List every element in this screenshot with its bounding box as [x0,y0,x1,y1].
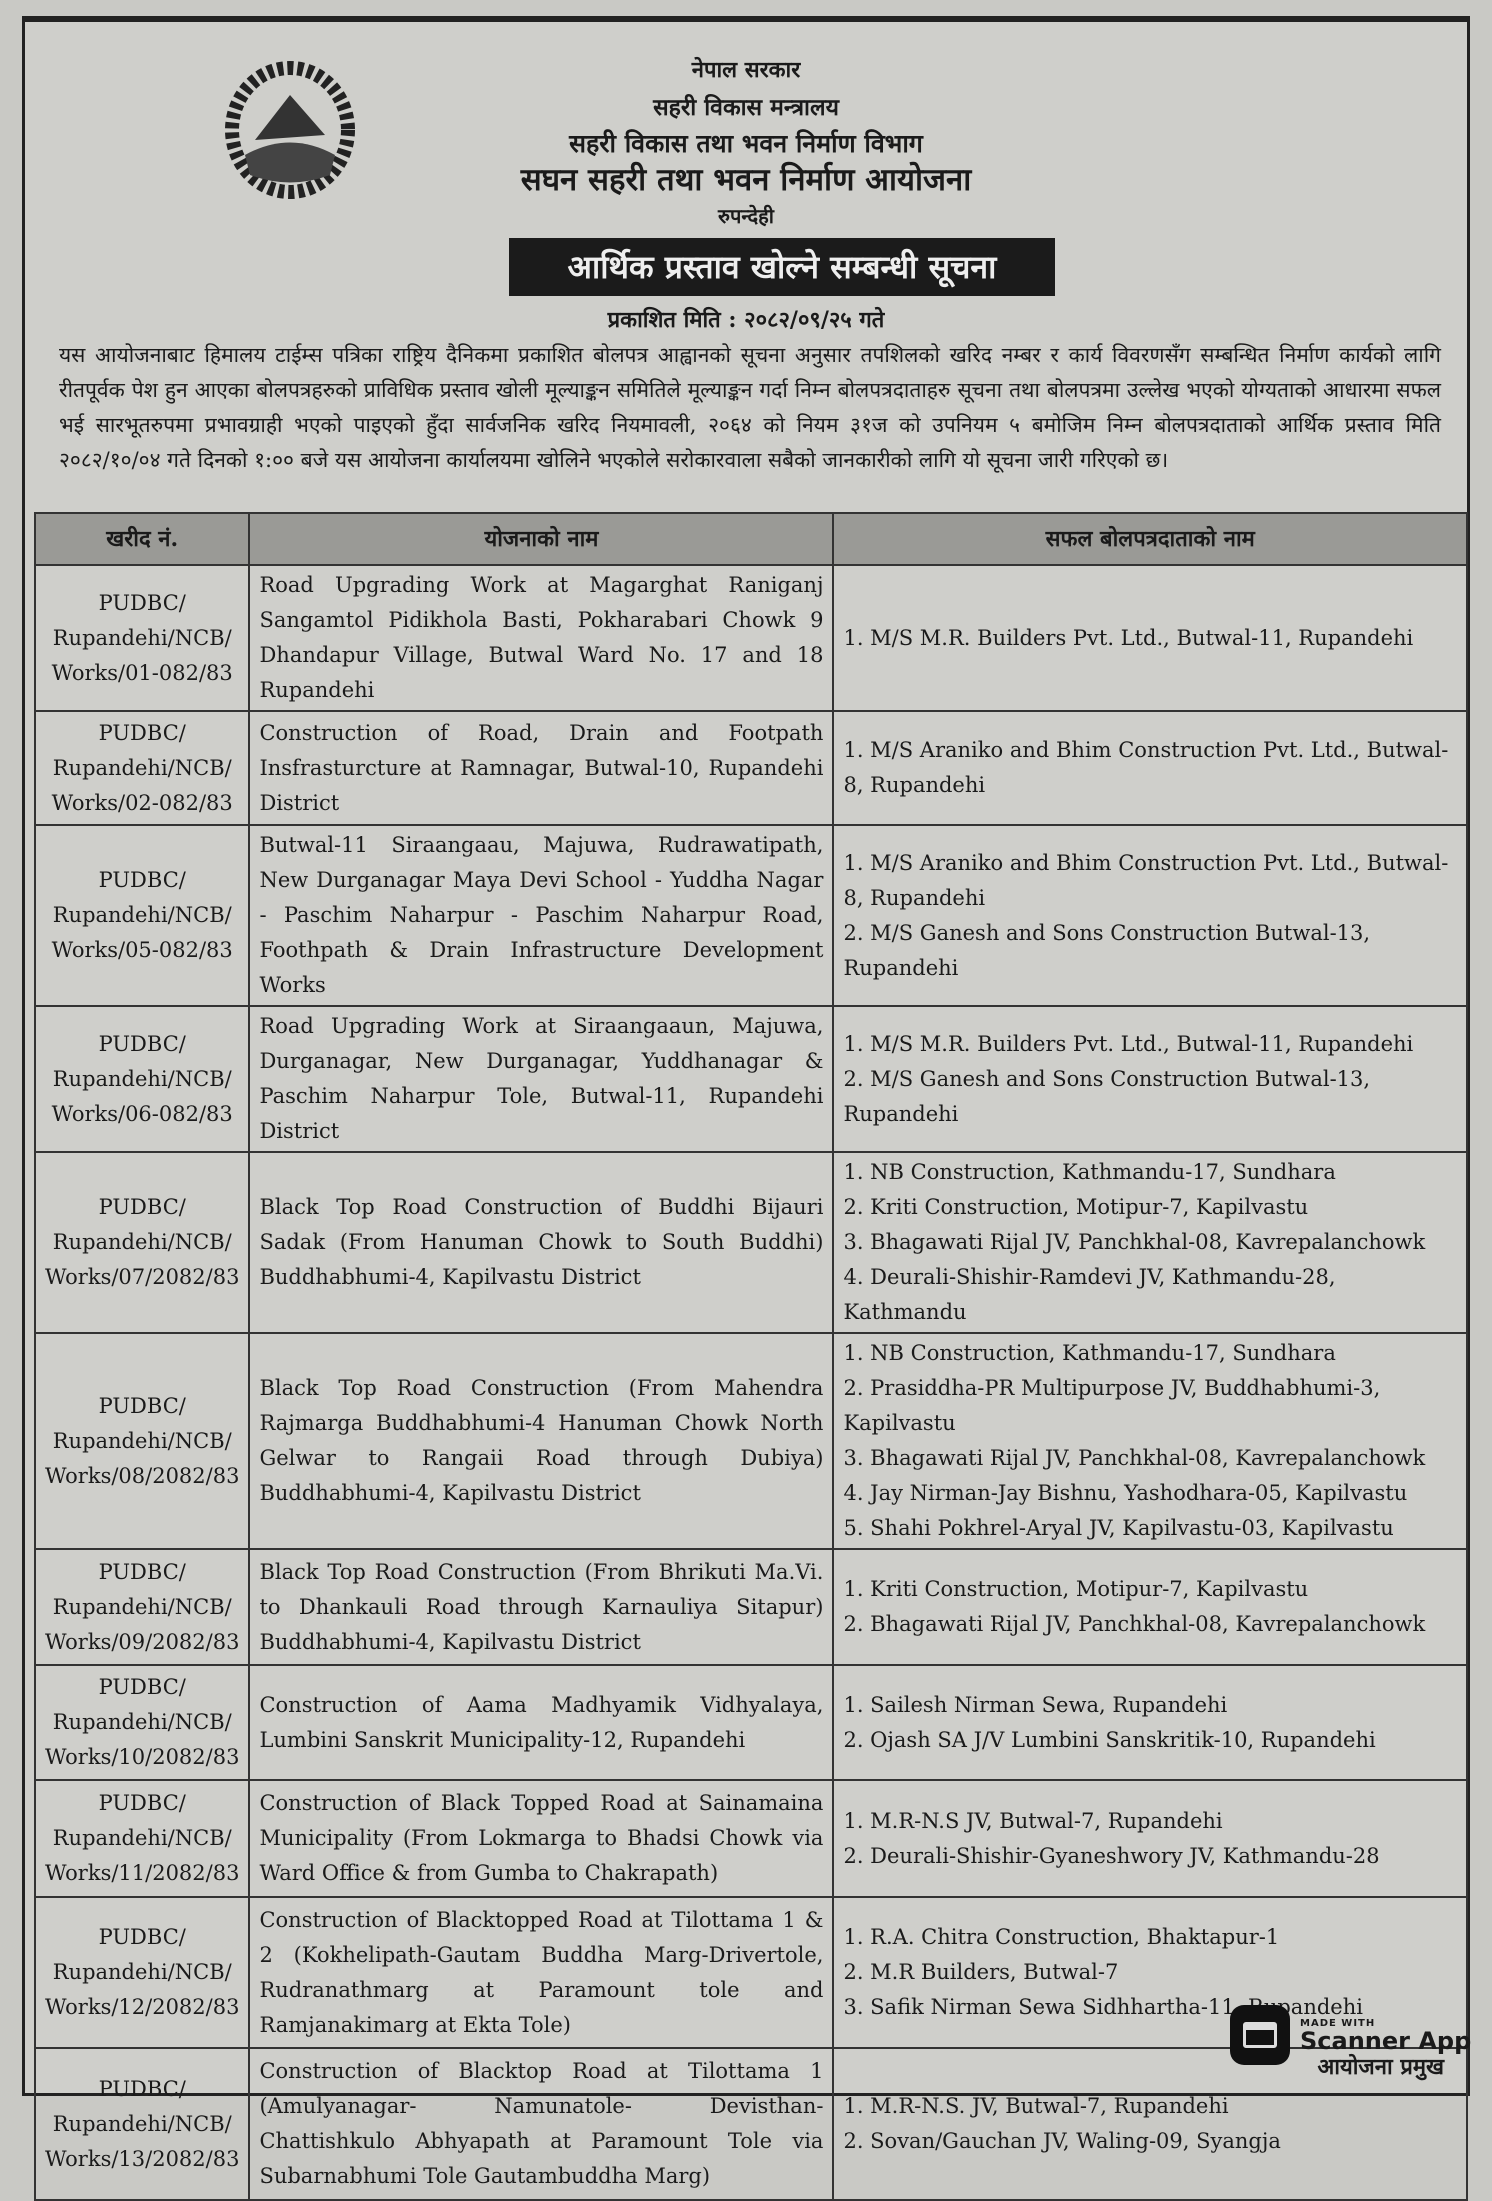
project-name: Butwal-11 Siraangaau, Majuwa, Rudrawatip… [248,824,835,1007]
table-row: PUDBC/ Rupandehi/NCB/ Works/08/2082/83 Bl… [33,1332,1468,1550]
signature-title: आयोजना प्रमुख [1317,2054,1444,2080]
table-row: PUDBC/ Rupandehi/NCB/ Works/05-082/83 But… [33,824,1468,1007]
project-name: Construction of Road, Drain and Footpath… [248,710,835,826]
project-name: Black Top Road Construction of Buddhi Bi… [248,1151,835,1334]
procurement-no: PUDBC/ Rupandehi/NCB/ Works/10/2082/83 [33,1664,251,1781]
bidder-list: 1. M/S Araniko and Bhim Construction Pvt… [832,710,1468,826]
bidder-item: 1. NB Construction, Kathmandu-17, Sundha… [843,1341,1336,1365]
bidder-item: 1. Kriti Construction, Motipur-7, Kapilv… [843,1577,1309,1601]
procurement-no: PUDBC/ Rupandehi/NCB/ Works/05-082/83 [33,824,251,1007]
scanner-app-name: Scanner App [1300,2026,1472,2055]
bidder-item: 3. Bhagawati Rijal JV, Panchkhal-08, Kav… [843,1446,1426,1470]
bidder-item: 3. Bhagawati Rijal JV, Panchkhal-08, Kav… [843,1230,1426,1254]
project-name: Road Upgrading Work at Magarghat Ranigan… [248,564,835,712]
table-row: PUDBC/ Rupandehi/NCB/ Works/09/2082/83 Bl… [33,1548,1468,1666]
procurement-no: PUDBC/ Rupandehi/NCB/ Works/01-082/83 [33,564,251,712]
scanner-icon [1230,2005,1290,2065]
bidder-item: 1. NB Construction, Kathmandu-17, Sundha… [843,1160,1336,1184]
bidder-item: 1. Sailesh Nirman Sewa, Rupandehi [843,1692,1228,1717]
bidder-list: 1. M/S M.R. Builders Pvt. Ltd., Butwal-1… [832,564,1468,712]
bidder-item: 2. Sovan/Gauchan JV, Waling-09, Syangja [843,2129,1281,2153]
table-row: PUDBC/ Rupandehi/NCB/ Works/07/2082/83 Bl… [33,1151,1468,1334]
bidder-item: 2. M/S Ganesh and Sons Construction Butw… [843,1066,1371,1126]
bidder-item: 1. M/S M.R. Builders Pvt. Ltd., Butwal-1… [843,1031,1414,1056]
header-govt: नेपाल सरकार [691,57,801,83]
bidders-table: खरीद नं. योजनाको नाम सफल बोलपत्रदाताको न… [33,512,1468,2201]
table-row: PUDBC/ Rupandehi/NCB/ Works/12/2082/83 Co… [33,1896,1468,2049]
project-name: Black Top Road Construction (From Bhriku… [248,1548,835,1666]
project-name: Construction of Blacktopped Road at Tilo… [248,1896,835,2049]
nepal-emblem-icon [225,61,355,199]
bidder-item: 1. R.A. Chitra Construction, Bhaktapur-1 [843,1925,1280,1949]
bidder-item: 4. Deurali-Shishir-Ramdevi JV, Kathmandu… [843,1265,1336,1324]
procurement-no: PUDBC/ Rupandehi/NCB/ Works/13/2082/83 [33,2047,251,2201]
table-row: PUDBC/ Rupandehi/NCB/ Works/06-082/83 Roa… [33,1005,1468,1153]
bidder-list: 1. NB Construction, Kathmandu-17, Sundha… [832,1151,1468,1334]
procurement-no: PUDBC/ Rupandehi/NCB/ Works/06-082/83 [33,1005,251,1153]
procurement-no: PUDBC/ Rupandehi/NCB/ Works/12/2082/83 [33,1896,251,2049]
table-row: PUDBC/ Rupandehi/NCB/ Works/02-082/83 Con… [33,710,1468,826]
bidder-item: 2. M/S Ganesh and Sons Construction Butw… [843,920,1371,980]
project-name: Construction of Black Topped Road at Sai… [248,1779,835,1898]
header-department: सहरी विकास तथा भवन निर्माण विभाग [569,129,923,158]
col-project-name: योजनाको नाम [248,512,835,566]
published-date: प्रकाशित मिति : २०८२/०९/२५ गते [607,307,885,333]
bidder-item: 5. Shahi Pokhrel-Aryal JV, Kapilvastu-03… [843,1516,1394,1540]
table-row: PUDBC/ Rupandehi/NCB/ Works/10/2082/83 Co… [33,1664,1468,1781]
notice-title: आर्थिक प्रस्ताव खोल्ने सम्बन्धी सूचना [509,238,1055,296]
col-procurement-no: खरीद नं. [33,512,251,566]
table-row: PUDBC/ Rupandehi/NCB/ Works/01-082/83 Roa… [33,564,1468,712]
bidder-list: 1. Sailesh Nirman Sewa, Rupandehi 2. Ojas… [832,1664,1468,1781]
made-with-label: MADE WITH [1300,2017,1376,2029]
project-name: Construction of Blacktop Road at Tilotta… [248,2047,835,2201]
project-name: Road Upgrading Work at Siraangaaun, Maju… [248,1005,835,1153]
bidder-list: 1. NB Construction, Kathmandu-17, Sundha… [832,1332,1468,1550]
bidder-list: 1. Kriti Construction, Motipur-7, Kapilv… [832,1548,1468,1666]
project-name: Black Top Road Construction (From Mahend… [248,1332,835,1550]
table-row: PUDBC/ Rupandehi/NCB/ Works/11/2082/83 Co… [33,1779,1468,1898]
bidder-list: 1. R.A. Chitra Construction, Bhaktapur-1… [832,1896,1468,2049]
bidder-item: 2. Kriti Construction, Motipur-7, Kapilv… [843,1195,1309,1219]
header-district: रुपन्देही [718,204,774,228]
table-row: PUDBC/ Rupandehi/NCB/ Works/13/2082/83 Co… [33,2047,1468,2201]
notice-body: यस आयोजनाबाट हिमालय टाईम्स पत्रिका राष्ट… [59,343,1441,472]
project-name: Construction of Aama Madhyamik Vidhyalay… [248,1664,835,1781]
bidder-item: 2. Deurali-Shishir-Gyaneshwory JV, Kathm… [843,1843,1380,1868]
scanner-app-watermark: MADE WITH Scanner App [1230,2005,1471,2065]
bidder-item: 2. Bhagawati Rijal JV, Panchkhal-08, Kav… [843,1612,1426,1636]
table-header-row: खरीद नं. योजनाको नाम सफल बोलपत्रदाताको न… [33,512,1468,566]
procurement-no: PUDBC/ Rupandehi/NCB/ Works/07/2082/83 [33,1151,251,1334]
col-successful-bidders: सफल बोलपत्रदाताको नाम [832,512,1468,566]
bidder-item: 1. M/S Araniko and Bhim Construction Pvt… [843,850,1449,910]
bidder-list: 1. M/S Araniko and Bhim Construction Pvt… [832,824,1468,1007]
bidder-item: 1. M.R-N.S JV, Butwal-7, Rupandehi [843,1808,1223,1833]
bidder-list: 1. M/S M.R. Builders Pvt. Ltd., Butwal-1… [832,1005,1468,1153]
bidder-list: 1. M.R-N.S JV, Butwal-7, Rupandehi 2. Deu… [832,1779,1468,1898]
header-ministry: सहरी विकास मन्त्रालय [653,94,839,121]
bidder-item: 1. M/S Araniko and Bhim Construction Pvt… [843,738,1449,797]
procurement-no: PUDBC/ Rupandehi/NCB/ Works/08/2082/83 [33,1332,251,1550]
procurement-no: PUDBC/ Rupandehi/NCB/ Works/09/2082/83 [33,1548,251,1666]
bidder-item: 1. M/S M.R. Builders Pvt. Ltd., Butwal-1… [843,625,1414,650]
bidder-item: 2. Prasiddha-PR Multipurpose JV, Buddhab… [843,1376,1381,1435]
bidder-item: 4. Jay Nirman-Jay Bishnu, Yashodhara-05,… [843,1481,1408,1505]
procurement-no: PUDBC/ Rupandehi/NCB/ Works/02-082/83 [33,710,251,826]
bidder-item: 2. M.R Builders, Butwal-7 [843,1960,1119,1984]
procurement-no: PUDBC/ Rupandehi/NCB/ Works/11/2082/83 [33,1779,251,1898]
bidder-item: 2. Ojash SA J/V Lumbini Sanskritik-10, R… [843,1727,1376,1752]
header-project: सघन सहरी तथा भवन निर्माण आयोजना [520,162,972,198]
